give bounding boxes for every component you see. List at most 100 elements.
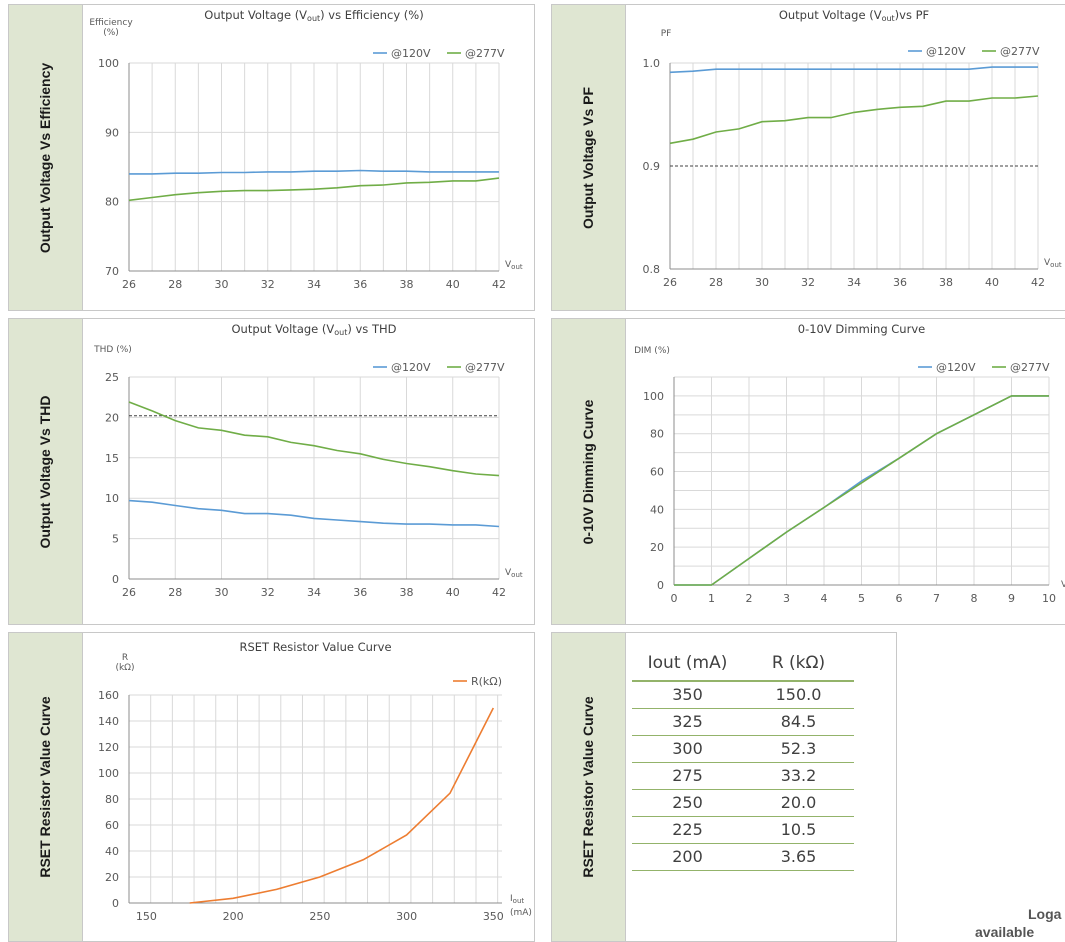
x-tick-label: 0 bbox=[671, 592, 678, 605]
rset-panel: RSET Resistor Value Curve RSET Resistor … bbox=[8, 632, 535, 942]
dimming-side-label-bg: 0-10V Dimming Curve bbox=[552, 319, 626, 624]
legend-label-2: @277V bbox=[1010, 361, 1050, 374]
x-tick-label: 7 bbox=[933, 592, 940, 605]
table-cell-iout: 225 bbox=[632, 816, 743, 844]
y-tick-label: 80 bbox=[650, 428, 664, 441]
x-tick-label: 38 bbox=[939, 276, 953, 289]
x-tick-label: 350 bbox=[483, 910, 504, 923]
chart-title: Output Voltage (Vout)vs PF bbox=[779, 8, 929, 23]
x-tick-label: 300 bbox=[396, 910, 417, 923]
x-tick-label: 4 bbox=[821, 592, 828, 605]
y-tick-label: 60 bbox=[650, 466, 664, 479]
x-tick-label: 26 bbox=[663, 276, 677, 289]
series-line-2 bbox=[128, 401, 500, 477]
y-tick-label: 80 bbox=[105, 196, 119, 209]
x-axis-unit: (mA) bbox=[510, 908, 532, 918]
series-line-1 bbox=[189, 707, 495, 904]
series-line-2 bbox=[128, 177, 500, 202]
x-tick-label: 34 bbox=[847, 276, 861, 289]
rset-table-panel: RSET Resistor Value Curve Iout (mA) R (k… bbox=[551, 632, 897, 942]
y-axis-label-unit: (%) bbox=[103, 28, 119, 38]
legend-label-1: R(kΩ) bbox=[471, 675, 502, 688]
x-tick-label: 28 bbox=[168, 586, 182, 599]
y-tick-label: 0.9 bbox=[643, 160, 661, 173]
table-cell-r: 150.0 bbox=[743, 681, 854, 709]
series-line-1 bbox=[129, 169, 499, 175]
table-row: 350 150.0 bbox=[632, 681, 854, 709]
x-axis-label: Iout bbox=[510, 894, 524, 905]
pf-side-label-bg: Output Voltage Vs PF bbox=[552, 5, 626, 310]
efficiency-chart: Output Voltage (Vout) vs Efficiency (%) E… bbox=[89, 8, 523, 291]
dimming-side-label: 0-10V Dimming Curve bbox=[580, 399, 596, 544]
y-tick-label: 100 bbox=[98, 57, 119, 70]
x-tick-label: 30 bbox=[755, 276, 769, 289]
x-tick-label: 42 bbox=[492, 278, 506, 291]
table-cell-r: 20.0 bbox=[743, 789, 854, 817]
table-row: 225 10.5 bbox=[632, 816, 854, 844]
x-tick-label: 3 bbox=[783, 592, 790, 605]
table-row: 275 33.2 bbox=[632, 762, 854, 790]
x-tick-label: 26 bbox=[122, 278, 136, 291]
y-tick-label: 100 bbox=[643, 390, 664, 403]
y-tick-label: 0 bbox=[657, 579, 664, 592]
series-line-1 bbox=[669, 66, 1038, 74]
rset-side-label-bg: RSET Resistor Value Curve bbox=[9, 633, 83, 941]
x-tick-label: 10 bbox=[1042, 592, 1056, 605]
legend-label-1: @120V bbox=[936, 361, 976, 374]
rset-table-header-r: R (kΩ) bbox=[743, 647, 854, 682]
efficiency-side-label: Output Voltage Vs Efficiency bbox=[37, 62, 53, 253]
y-tick-label: 140 bbox=[98, 715, 119, 728]
table-cell-iout: 275 bbox=[632, 762, 743, 790]
dimming-panel: 0-10V Dimming Curve 0-10V Dimming Curve D… bbox=[551, 318, 1065, 625]
y-axis-label: THD (%) bbox=[93, 345, 132, 355]
series-line-2 bbox=[674, 395, 1049, 586]
y-tick-label: 120 bbox=[98, 741, 119, 754]
y-tick-label: 10 bbox=[105, 492, 119, 505]
rset-table-header-iout: Iout (mA) bbox=[632, 647, 743, 682]
rset-side-label: RSET Resistor Value Curve bbox=[37, 696, 53, 878]
x-tick-label: 30 bbox=[215, 278, 229, 291]
table-row: 250 20.0 bbox=[632, 789, 854, 817]
x-tick-label: 250 bbox=[309, 910, 330, 923]
x-tick-label: 36 bbox=[893, 276, 907, 289]
series-line-1 bbox=[128, 499, 500, 528]
x-tick-label: 34 bbox=[307, 586, 321, 599]
rset-table-side-label-bg: RSET Resistor Value Curve bbox=[552, 633, 626, 941]
y-axis-label-unit: (kΩ) bbox=[115, 663, 134, 673]
x-tick-label: 32 bbox=[261, 278, 275, 291]
x-tick-label: 42 bbox=[1031, 276, 1045, 289]
table-cell-r: 3.65 bbox=[743, 843, 854, 871]
x-tick-label: 26 bbox=[122, 586, 136, 599]
y-tick-label: 5 bbox=[112, 533, 119, 546]
y-axis-label: Efficiency bbox=[89, 18, 133, 28]
x-tick-label: 150 bbox=[136, 910, 157, 923]
table-cell-r: 10.5 bbox=[743, 816, 854, 844]
x-tick-label: 30 bbox=[215, 586, 229, 599]
y-tick-label: 40 bbox=[650, 503, 664, 516]
x-tick-label: 6 bbox=[896, 592, 903, 605]
y-tick-label: 100 bbox=[98, 767, 119, 780]
table-cell-iout: 250 bbox=[632, 789, 743, 817]
thd-side-label: Output Voltage Vs THD bbox=[37, 395, 53, 548]
pf-panel: Output Voltage Vs PF Output Voltage (Vou… bbox=[551, 4, 1065, 311]
y-tick-label: 90 bbox=[105, 126, 119, 139]
table-cell-iout: 350 bbox=[632, 681, 743, 709]
thd-panel: Output Voltage Vs THD Output Voltage (Vo… bbox=[8, 318, 535, 625]
x-axis-label: Vout bbox=[505, 260, 523, 271]
chart-title: 0-10V Dimming Curve bbox=[798, 322, 925, 336]
table-row: 325 84.5 bbox=[632, 708, 854, 736]
x-tick-label: 40 bbox=[985, 276, 999, 289]
x-tick-label: 40 bbox=[446, 586, 460, 599]
table-row: 300 52.3 bbox=[632, 735, 854, 763]
x-tick-label: 32 bbox=[261, 586, 275, 599]
x-axis-label: Vout bbox=[505, 568, 523, 579]
efficiency-side-label-bg: Output Voltage Vs Efficiency bbox=[9, 5, 83, 310]
x-axis-label: V bbox=[1061, 580, 1065, 590]
efficiency-panel: Output Voltage Vs Efficiency Output Volt… bbox=[8, 4, 535, 311]
legend-label-1: @120V bbox=[391, 47, 431, 60]
x-tick-label: 40 bbox=[446, 278, 460, 291]
x-tick-label: 36 bbox=[353, 278, 367, 291]
table-row: 200 3.65 bbox=[632, 843, 854, 871]
